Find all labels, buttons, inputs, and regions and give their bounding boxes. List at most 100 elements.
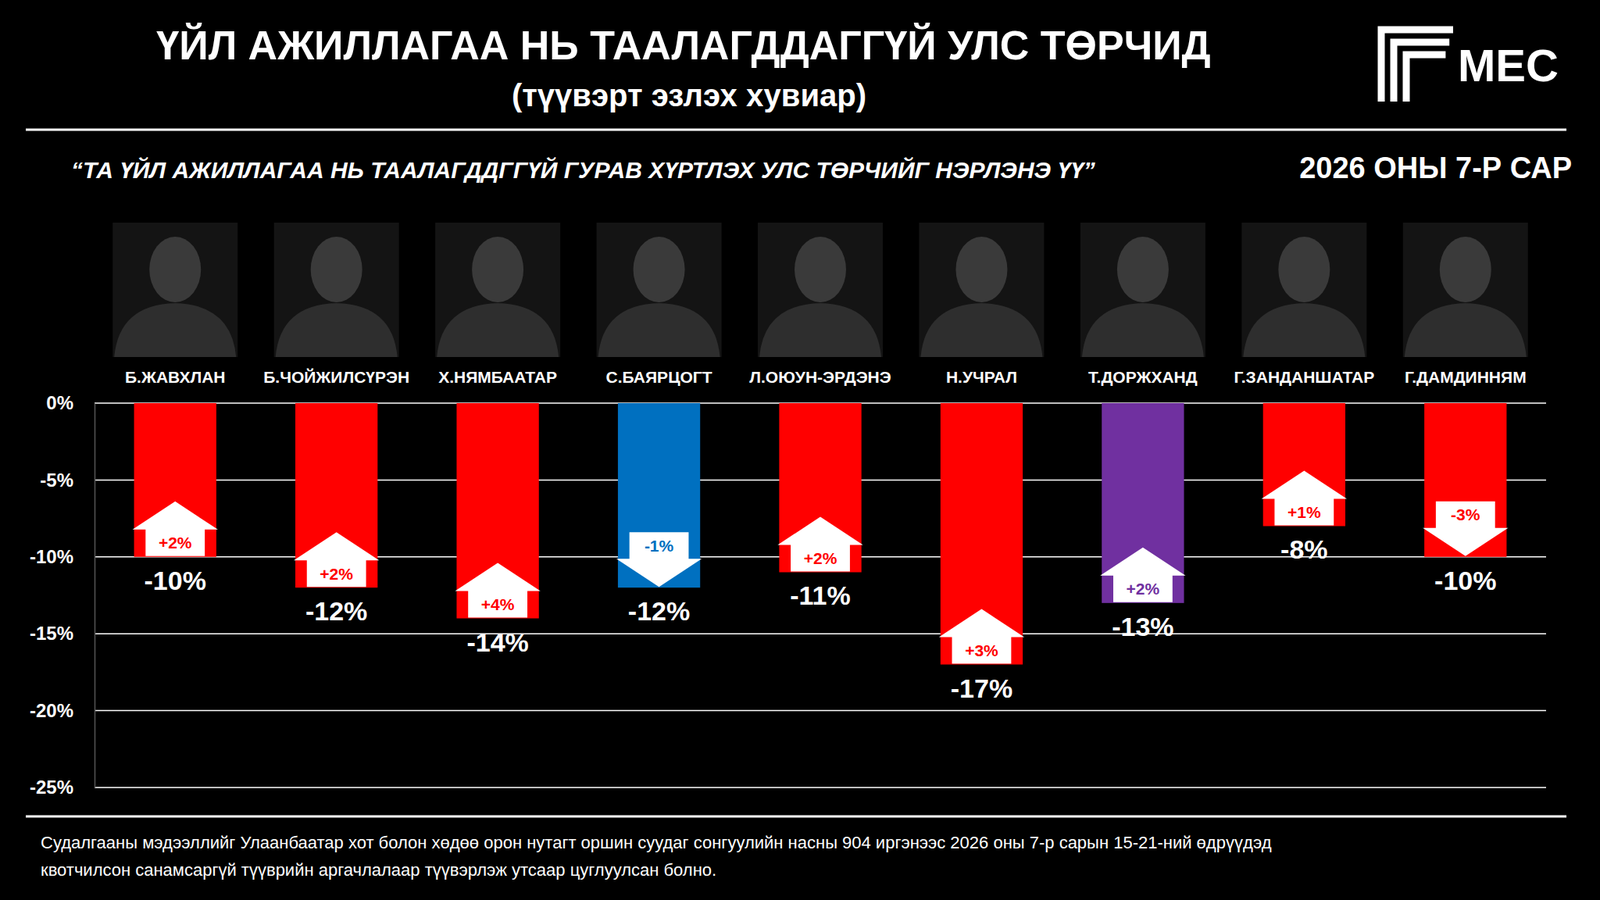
value-label: -12% xyxy=(305,596,368,626)
source-note: Судалгааны мэдээллийг Улаанбаатар хот бо… xyxy=(40,832,1272,880)
source-note-line: квотчилсон санамсаргүй түүврийн аргачлал… xyxy=(40,860,717,880)
portrait-head xyxy=(1117,236,1169,303)
portrait xyxy=(757,222,883,358)
portrait-shoulders xyxy=(1404,303,1527,358)
change-arrow xyxy=(1261,470,1347,525)
change-arrow xyxy=(1422,501,1508,557)
portrait-shoulders xyxy=(114,303,236,358)
value-label: -13% xyxy=(1111,611,1174,642)
source-note-line: Судалгааны мэдээллийг Улаанбаатар хот бо… xyxy=(40,832,1272,853)
change-label: +4% xyxy=(481,595,515,614)
y-tick: -20% xyxy=(29,700,95,722)
portrait-head xyxy=(310,236,363,303)
y-tick-label: -20% xyxy=(29,700,74,722)
x-tick: Б.ЖАВХЛАН xyxy=(125,367,226,404)
logo-shape xyxy=(1381,29,1454,102)
value-label: -8% xyxy=(1280,534,1328,565)
bottom-rule xyxy=(25,815,1567,818)
bars xyxy=(132,403,1509,665)
y-tick-label: -5% xyxy=(39,469,74,491)
y-tick-label: 0% xyxy=(46,392,74,414)
y-tick: -10% xyxy=(29,546,95,568)
portrait-shoulders xyxy=(1242,303,1365,358)
y-tick: -5% xyxy=(39,469,95,491)
y-tick: -15% xyxy=(29,622,95,644)
portrait-shoulders xyxy=(275,303,398,358)
category-label: Х.НЯМБААТАР xyxy=(438,367,558,386)
portrait xyxy=(1080,222,1206,358)
portrait-head xyxy=(149,236,201,303)
grid-line xyxy=(94,786,1547,789)
portrait-shoulders xyxy=(436,303,559,358)
change-label: -1% xyxy=(644,536,675,555)
y-tick: -25% xyxy=(29,776,95,798)
portrait xyxy=(1241,222,1367,358)
logo: MEC xyxy=(1381,29,1559,102)
subtitle: (түүвэрт эзлэх хувиар) xyxy=(511,78,867,113)
value-label: -11% xyxy=(789,580,851,611)
logo-shape xyxy=(1406,54,1446,102)
x-tick: Г.ДАМДИННЯМ xyxy=(1404,367,1527,404)
x-tick: Н.УЧРАЛ xyxy=(946,367,1018,404)
portrait xyxy=(918,222,1044,358)
portrait-head xyxy=(633,236,686,303)
x-tick: Х.НЯМБААТАР xyxy=(438,367,558,404)
category-label: С.БАЯРЦОГТ xyxy=(606,367,713,386)
x-axis: Б.ЖАВХЛАН Б.ЧОЙЖИЛСҮРЭН Х.НЯМБААТАР С.БАЯРЦ… xyxy=(125,367,1527,404)
y-tick-label: -10% xyxy=(29,546,74,568)
portrait-frame xyxy=(1080,222,1206,358)
portrait xyxy=(435,222,561,358)
portrait-head xyxy=(1439,236,1492,303)
change-arrow xyxy=(293,532,379,587)
x-tick: Л.ОЮУН-ЭРДЭНЭ xyxy=(749,367,891,404)
portrait-frame xyxy=(918,222,1044,358)
portrait-frame xyxy=(112,222,238,358)
portrait-shoulders xyxy=(1082,303,1204,358)
category-label: Л.ОЮУН-ЭРДЭНЭ xyxy=(749,367,891,386)
title: ҮЙЛ АЖИЛЛАГАА НЬ ТААЛАГДДАГГҮЙ УЛС ТӨРЧИ… xyxy=(156,22,1211,68)
y-axis-line xyxy=(94,403,97,789)
grid-line xyxy=(94,710,1547,712)
portrait-frame xyxy=(1241,222,1367,358)
portrait-head xyxy=(1278,236,1330,303)
y-axis: 0% -5% -10% -15% -20% -25% xyxy=(29,392,96,798)
value-label: -10% xyxy=(144,565,207,596)
change-label: -3% xyxy=(1450,505,1481,524)
portrait-frame xyxy=(1403,222,1529,358)
change-arrow xyxy=(454,563,540,618)
top-rule xyxy=(25,128,1567,132)
portrait-frame xyxy=(596,222,722,358)
grid-line xyxy=(94,632,1547,635)
labels: +2%-10%+2%-12%+4%-14%-1%-12%+2%-11%+3%-1… xyxy=(144,503,1497,704)
background xyxy=(0,0,1600,900)
category-label: Б.ЖАВХЛАН xyxy=(125,367,226,386)
question: “ТА ҮЙЛ АЖИЛЛАГАА НЬ ТААЛАГДДГГҮЙ ГУРАВ … xyxy=(71,156,1096,183)
portrait-head xyxy=(955,236,1008,303)
x-tick: Б.ЧОЙЖИЛСҮРЭН xyxy=(263,367,410,404)
change-arrow xyxy=(939,609,1025,665)
portrait-frame xyxy=(274,222,400,358)
change-arrow xyxy=(616,532,702,587)
date: 2026 ОНЫ 7-Р САР xyxy=(1299,151,1572,185)
grid xyxy=(94,403,1547,788)
value-label: -17% xyxy=(950,673,1013,704)
portrait-frame xyxy=(435,222,561,358)
portrait-frame xyxy=(757,222,883,358)
value-label: -14% xyxy=(466,627,529,658)
change-label: +1% xyxy=(1287,503,1322,522)
value-label: -10% xyxy=(1434,565,1497,596)
portrait xyxy=(274,222,400,358)
portrait-shoulders xyxy=(598,303,721,358)
portrait-head xyxy=(794,236,847,303)
x-tick: Г.ЗАНДАНШАТАР xyxy=(1233,367,1375,404)
portrait-shoulders xyxy=(920,303,1043,358)
y-tick-label: -25% xyxy=(29,776,74,798)
category-label: Н.УЧРАЛ xyxy=(946,367,1018,386)
category-label: Г.ДАМДИННЯМ xyxy=(1404,367,1527,386)
category-label: Т.ДОРЖХАНД xyxy=(1088,367,1198,386)
change-label: +3% xyxy=(964,641,999,660)
portrait xyxy=(1403,222,1529,358)
change-label: +2% xyxy=(319,564,354,583)
portraits xyxy=(112,222,1529,358)
category-label: Г.ЗАНДАНШАТАР xyxy=(1233,367,1375,386)
